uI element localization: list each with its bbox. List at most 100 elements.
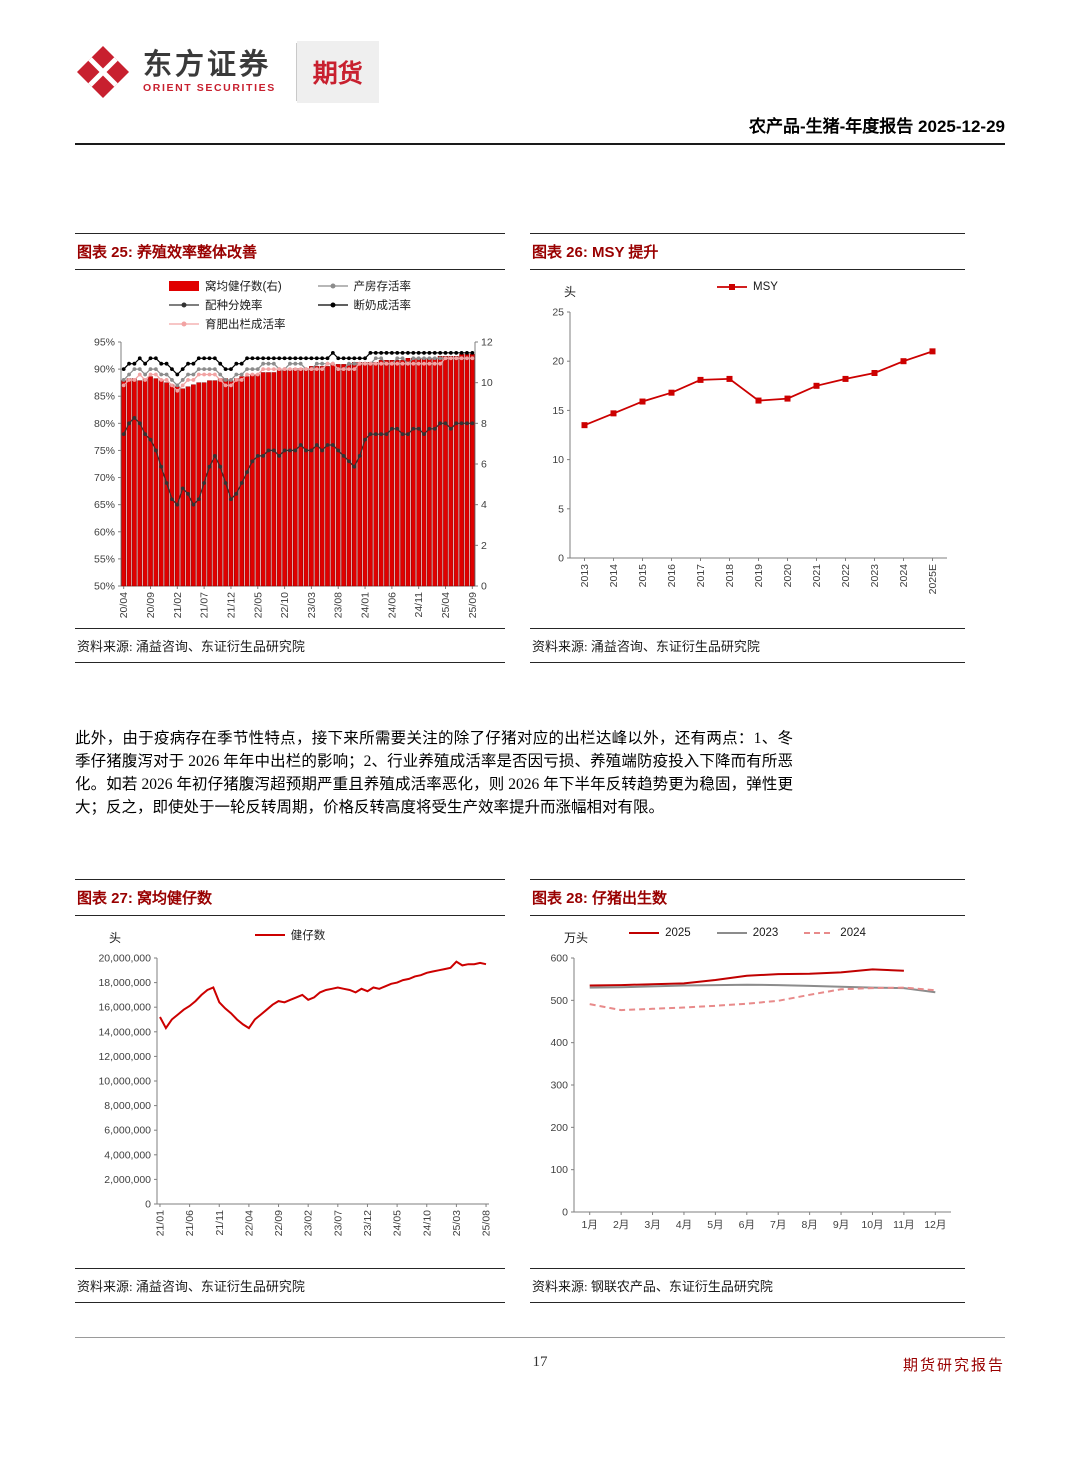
figure-27-line-chart: 0 2,000,000 4,000,000 6,000,000 8,000,000 10,… xyxy=(98,953,493,1237)
figure-26-title: 图表 26: MSY 提升 xyxy=(530,233,965,270)
svg-text:10: 10 xyxy=(481,377,493,389)
line-swatch-icon xyxy=(169,321,199,327)
legend-label: 窝均健仔数(右) xyxy=(205,281,282,293)
svg-text:500: 500 xyxy=(550,995,568,1007)
svg-text:12月: 12月 xyxy=(924,1219,946,1231)
line-swatch-icon xyxy=(629,932,660,934)
svg-text:16,000,000: 16,000,000 xyxy=(98,1002,151,1014)
svg-text:22/10: 22/10 xyxy=(279,592,291,618)
svg-text:20: 20 xyxy=(552,356,564,368)
brand-divider xyxy=(295,43,297,101)
figure-27-source: 资料来源: 涌益咨询、东证衍生品研究院 xyxy=(75,1268,505,1303)
svg-text:5: 5 xyxy=(558,503,564,515)
svg-text:23/02: 23/02 xyxy=(303,1210,315,1236)
figures-row-1: 图表 25: 养殖效率整体改善 窝均健仔数(右) 产房存活率 配种分娩率 断奶成活率育… xyxy=(75,233,1005,663)
svg-text:21/02: 21/02 xyxy=(172,592,184,618)
figure-27-axis-unit-label: 头 xyxy=(109,931,122,945)
footer-divider xyxy=(75,1337,1005,1338)
svg-text:2018: 2018 xyxy=(724,564,736,588)
line-swatch-icon xyxy=(317,283,348,289)
figures-row-2: 图表 27: 窝均健仔数 头 健仔数 0 2,000,000 4,000,000 6,… xyxy=(75,879,1005,1303)
svg-text:600: 600 xyxy=(550,953,568,965)
legend-item: 断奶成活率 xyxy=(317,297,412,313)
legend-label: 健仔数 xyxy=(290,930,326,942)
svg-text:23/08: 23/08 xyxy=(333,592,345,618)
svg-text:6月: 6月 xyxy=(739,1219,755,1231)
figure-26-legend: MSY xyxy=(530,276,965,293)
legend-item: 育肥出栏成活率 xyxy=(169,316,286,332)
svg-text:65%: 65% xyxy=(94,499,115,511)
figure-25-legend: 窝均健仔数(右) 产房存活率配种分娩率 断奶成活率育肥出栏成活率 xyxy=(75,278,505,332)
legend-item: 配种分娩率 xyxy=(169,297,263,313)
svg-text:0: 0 xyxy=(481,581,487,593)
brand: 东方证券 ORIENT SECURITIES 期货 xyxy=(75,40,1005,104)
svg-text:2017: 2017 xyxy=(695,564,707,588)
svg-text:2020: 2020 xyxy=(782,564,794,588)
svg-text:10: 10 xyxy=(552,454,564,466)
svg-text:25/03: 25/03 xyxy=(451,1210,463,1236)
svg-text:2013: 2013 xyxy=(579,564,591,588)
figure-28-line-chart: 0 100 200 300 400 500 600 1月 2月 3月 4月 5月 6月 7月 8月 9月 10月… xyxy=(550,953,951,1231)
legend-item: 2025 xyxy=(629,927,691,939)
legend-item: 健仔数 xyxy=(254,927,326,943)
svg-text:21/11: 21/11 xyxy=(214,1210,226,1236)
svg-text:100: 100 xyxy=(550,1164,568,1176)
svg-text:9月: 9月 xyxy=(833,1219,849,1231)
svg-text:2,000,000: 2,000,000 xyxy=(104,1174,151,1186)
line-swatch-icon xyxy=(317,302,348,308)
figure-25-source: 资料来源: 涌益咨询、东证衍生品研究院 xyxy=(75,628,505,663)
svg-text:11月: 11月 xyxy=(893,1219,914,1231)
figure-28: 图表 28: 仔猪出生数 万头 2025 2023 2024 0 100 200 300 4… xyxy=(530,879,965,1303)
svg-text:10,000,000: 10,000,000 xyxy=(98,1076,151,1088)
figure-27-chart-area: 头 健仔数 0 2,000,000 4,000,000 6,000,000 8,000,… xyxy=(75,916,505,1268)
figure-26-source: 资料来源: 涌益咨询、东证衍生品研究院 xyxy=(530,628,965,663)
legend-label: 2023 xyxy=(752,927,779,939)
figure-26-legend-row: 头 MSY xyxy=(530,276,965,302)
svg-text:22/04: 22/04 xyxy=(243,1210,255,1236)
svg-text:8,000,000: 8,000,000 xyxy=(104,1100,151,1112)
svg-text:2023: 2023 xyxy=(869,564,881,588)
svg-text:0: 0 xyxy=(558,553,564,565)
division-label: 期货 xyxy=(296,41,379,103)
figure-28-legend: 2025 2023 2024 xyxy=(530,922,965,939)
figure-26: 图表 26: MSY 提升 头 MSY 0 5 10 15 20 25 2013 2014 20… xyxy=(530,233,965,663)
legend-item: 2024 xyxy=(804,927,866,939)
brand-name-cn: 东方证券 xyxy=(143,49,272,82)
figure-26-axis-unit-label: 头 xyxy=(564,285,577,299)
svg-text:0: 0 xyxy=(145,1199,151,1211)
svg-text:6: 6 xyxy=(481,459,487,471)
svg-text:21/12: 21/12 xyxy=(225,592,237,618)
svg-text:4,000,000: 4,000,000 xyxy=(104,1149,151,1161)
svg-text:8: 8 xyxy=(481,418,487,430)
figure-25: 图表 25: 养殖效率整体改善 窝均健仔数(右) 产房存活率 配种分娩率 断奶成活率育… xyxy=(75,233,505,663)
legend-label: 2024 xyxy=(840,927,866,939)
svg-text:23/03: 23/03 xyxy=(306,592,318,618)
line-swatch-icon xyxy=(716,932,747,934)
svg-text:25/08: 25/08 xyxy=(481,1210,493,1236)
legend-label: 产房存活率 xyxy=(353,281,412,293)
figure-28-axis-unit-label: 万头 xyxy=(564,931,589,945)
svg-text:70%: 70% xyxy=(94,472,115,484)
svg-text:4: 4 xyxy=(481,499,487,511)
svg-text:12: 12 xyxy=(481,337,493,349)
svg-text:60%: 60% xyxy=(94,526,115,538)
brand-name-en: ORIENT SECURITIES xyxy=(143,81,276,94)
legend-label: 断奶成活率 xyxy=(353,300,412,312)
svg-text:24/06: 24/06 xyxy=(386,592,398,618)
legend-label: MSY xyxy=(753,281,778,293)
brand-names: 东方证券 ORIENT SECURITIES xyxy=(143,49,276,94)
figure-27: 图表 27: 窝均健仔数 头 健仔数 0 2,000,000 4,000,000 6,… xyxy=(75,879,505,1303)
legend-item: MSY xyxy=(717,281,778,293)
svg-text:2024: 2024 xyxy=(898,564,910,588)
svg-text:6,000,000: 6,000,000 xyxy=(104,1125,151,1137)
report-title-line: 农产品-生猪-年度报告 2025-12-29 xyxy=(748,117,1005,136)
svg-text:7月: 7月 xyxy=(770,1219,786,1231)
svg-text:2016: 2016 xyxy=(666,564,678,588)
svg-text:55%: 55% xyxy=(94,553,115,565)
header-divider xyxy=(75,143,1005,145)
svg-text:20/09: 20/09 xyxy=(145,592,157,618)
legend-label: 2025 xyxy=(665,927,691,939)
legend-label: 育肥出栏成活率 xyxy=(205,319,286,331)
svg-text:24/05: 24/05 xyxy=(392,1210,404,1236)
